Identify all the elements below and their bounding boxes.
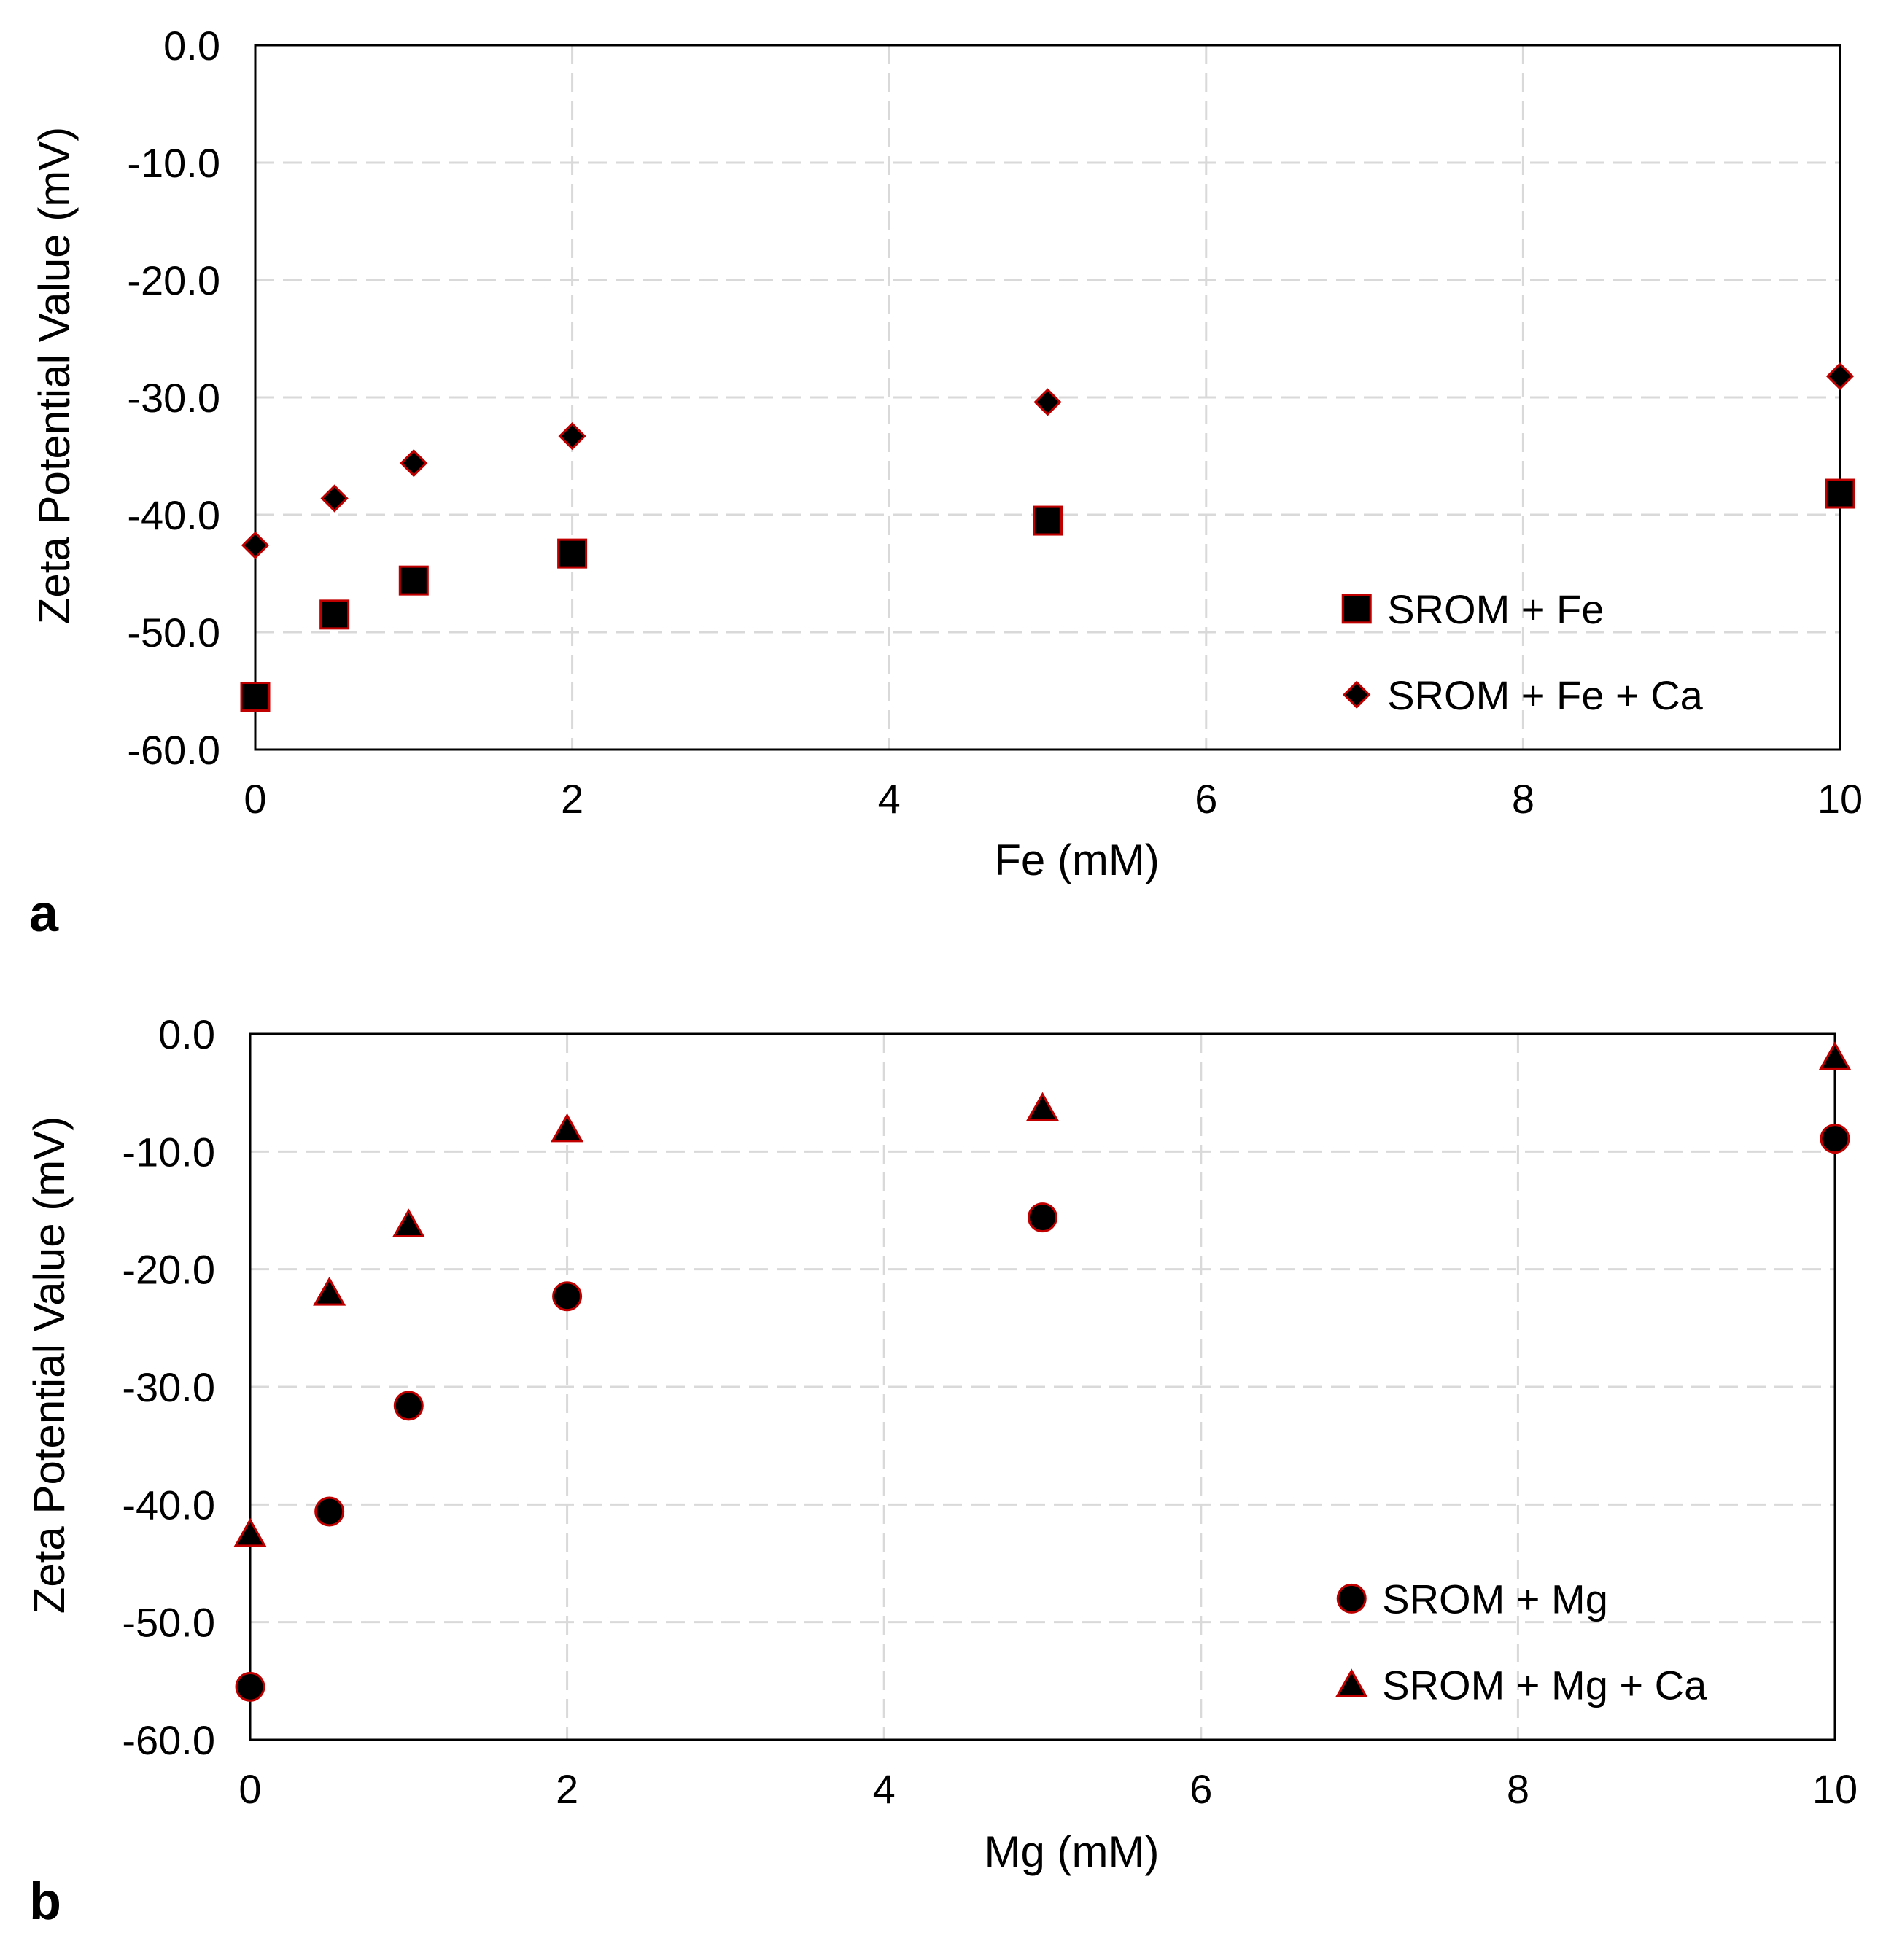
legend-marker-triangle bbox=[1335, 1668, 1368, 1698]
x-tick-label: 4 bbox=[873, 1766, 896, 1812]
x-tick-label: 0 bbox=[244, 776, 266, 822]
y-tick-label: -10.0 bbox=[127, 140, 220, 186]
chart-panel-a: 0.0 -10.0 -20.0 -30.0 -40.0 -50.0 -60.0 0 2 4 6 8 10… bbox=[29, 23, 1863, 943]
y-tick-label: -50.0 bbox=[122, 1600, 215, 1646]
data-point-triangle bbox=[392, 1208, 425, 1238]
x-tick-label: 6 bbox=[1195, 776, 1217, 822]
data-point-square bbox=[319, 599, 350, 630]
y-axis-title: Zeta Potential Value (mV) bbox=[25, 1116, 74, 1614]
data-point-triangle bbox=[1025, 1092, 1060, 1121]
chart-panel-b: 0.0 -10.0 -20.0 -30.0 -40.0 -50.0 -60.0 0 2 4 6 8 10… bbox=[25, 1011, 1858, 1931]
x-tick-label: 2 bbox=[561, 776, 583, 822]
x-tick-label: 6 bbox=[1189, 1766, 1212, 1812]
data-point-square bbox=[1033, 505, 1063, 536]
data-point-circle bbox=[393, 1391, 424, 1421]
data-point-circle bbox=[552, 1281, 583, 1312]
data-point-triangle bbox=[1818, 1041, 1852, 1070]
y-tick-label: -60.0 bbox=[127, 727, 220, 773]
data-point-triangle bbox=[551, 1113, 584, 1143]
legend-marker-diamond bbox=[1343, 680, 1371, 709]
y-tick-label: -40.0 bbox=[122, 1482, 215, 1528]
y-tick-label: -50.0 bbox=[127, 610, 220, 656]
series-1 bbox=[235, 1124, 1850, 1702]
legend-label: SROM + Fe bbox=[1387, 586, 1604, 632]
x-tick-label: 10 bbox=[1812, 1766, 1858, 1812]
data-point-circle bbox=[1028, 1202, 1057, 1233]
y-tick-label: -10.0 bbox=[122, 1129, 215, 1175]
x-tick-label: 8 bbox=[1507, 1766, 1529, 1812]
data-point-circle bbox=[314, 1496, 345, 1527]
x-tick-label: 10 bbox=[1817, 776, 1863, 822]
data-point-diamond bbox=[558, 422, 586, 451]
data-point-diamond bbox=[400, 449, 428, 478]
data-point-diamond bbox=[320, 484, 349, 513]
x-tick-label: 8 bbox=[1512, 776, 1534, 822]
y-tick-label: 0.0 bbox=[163, 23, 220, 69]
x-axis-title: Mg (mM) bbox=[985, 1827, 1160, 1876]
y-axis-title: Zeta Potential Value (mV) bbox=[30, 127, 79, 625]
data-point-square bbox=[1825, 478, 1855, 509]
data-point-diamond bbox=[241, 531, 270, 559]
data-point-diamond bbox=[1825, 362, 1855, 391]
y-tick-label: -30.0 bbox=[127, 375, 220, 421]
legend-label: SROM + Fe + Ca bbox=[1387, 672, 1703, 718]
legend-label: SROM + Mg bbox=[1382, 1576, 1608, 1622]
legend-marker-circle bbox=[1336, 1583, 1367, 1614]
x-tick-label: 2 bbox=[556, 1766, 578, 1812]
x-tick-label: 4 bbox=[878, 776, 901, 822]
y-tick-label: -20.0 bbox=[127, 257, 220, 303]
x-tick-label: 0 bbox=[238, 1766, 261, 1812]
legend: SROM + Mg SROM + Mg + Ca bbox=[1335, 1576, 1707, 1708]
series-2 bbox=[241, 362, 1855, 559]
series-1 bbox=[240, 478, 1855, 712]
data-point-square bbox=[398, 565, 429, 596]
panel-label: b bbox=[29, 1872, 61, 1931]
data-point-triangle bbox=[313, 1276, 346, 1306]
data-point-diamond bbox=[1033, 388, 1062, 416]
data-point-circle bbox=[235, 1671, 265, 1702]
series-2 bbox=[233, 1041, 1852, 1547]
x-axis-title: Fe (mM) bbox=[994, 836, 1160, 884]
y-tick-label: -20.0 bbox=[122, 1247, 215, 1293]
legend-marker-square bbox=[1341, 594, 1372, 624]
plot-area bbox=[254, 44, 1841, 751]
data-point-square bbox=[240, 682, 271, 712]
panel-label: a bbox=[29, 884, 59, 943]
y-tick-label: -40.0 bbox=[127, 492, 220, 538]
data-point-circle bbox=[1820, 1124, 1850, 1154]
legend: SROM + Fe SROM + Fe + Ca bbox=[1341, 586, 1704, 718]
data-point-triangle bbox=[233, 1517, 267, 1547]
y-tick-label: 0.0 bbox=[158, 1011, 215, 1057]
y-tick-label: -30.0 bbox=[122, 1364, 215, 1410]
data-point-square bbox=[557, 538, 588, 569]
legend-label: SROM + Mg + Ca bbox=[1382, 1662, 1707, 1708]
y-tick-label: -60.0 bbox=[122, 1717, 215, 1763]
plot-area bbox=[249, 1032, 1836, 1741]
